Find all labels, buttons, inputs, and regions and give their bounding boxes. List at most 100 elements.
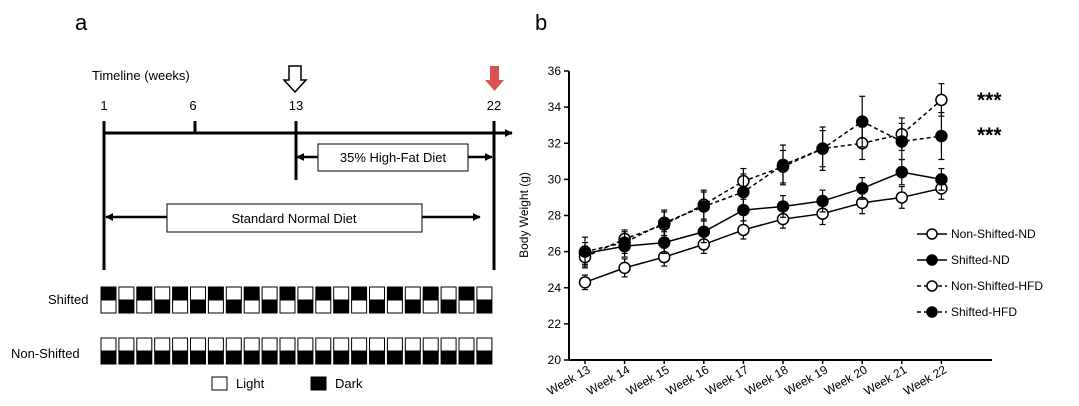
non-shifted-cell-dark	[279, 350, 296, 365]
shifted-cell-top	[154, 286, 171, 301]
non-shifted-cell-light	[333, 337, 350, 352]
non-shifted-cell-light	[404, 337, 421, 352]
y-tick-label: 26	[548, 245, 562, 259]
y-tick-label: 32	[548, 136, 562, 150]
y-tick-label: 34	[548, 100, 562, 114]
shifted-cell-top	[261, 286, 278, 301]
shifted-cell-bottom	[118, 299, 135, 314]
timeline-tick-13: 13	[289, 98, 303, 113]
non-shifted-cell-dark	[404, 350, 421, 365]
non-shifted-cell-dark	[136, 350, 153, 365]
non-shifted-cell-dark	[386, 350, 403, 365]
non-shifted-cell-light	[225, 337, 242, 352]
chart-legend: Non-Shifted-ND Shifted-ND Non-Shifted-HFD S…	[917, 227, 1043, 319]
shifted-cell-top	[225, 286, 242, 301]
x-tick-label: Week 13	[545, 362, 593, 398]
shifted-cell-top	[118, 286, 135, 301]
non-shifted-cell-dark	[476, 350, 493, 365]
dark-swatch	[310, 376, 327, 391]
data-point	[855, 182, 869, 195]
data-point	[578, 276, 592, 289]
y-tick-label: 24	[548, 281, 562, 295]
non-shifted-cell-light	[297, 337, 314, 352]
data-point	[816, 142, 829, 155]
shifted-cell-top	[297, 286, 314, 301]
non-shifted-cell-light	[207, 337, 224, 352]
non-shifted-cell-dark	[422, 350, 439, 365]
non-shifted-cell-dark	[369, 350, 385, 365]
shifted-cell-top	[369, 286, 385, 301]
shifted-cell-bottom	[154, 299, 171, 314]
shifted-cell-top	[440, 286, 457, 301]
panel-a-label: a	[75, 10, 88, 35]
non-shifted-cell-light	[369, 337, 385, 352]
shifted-cell-top	[190, 286, 206, 301]
y-axis-label: Body Weight (g)	[517, 172, 531, 258]
data-point	[895, 135, 909, 148]
non-shifted-cell-dark	[351, 350, 368, 365]
shifted-cell-top	[458, 286, 475, 301]
timeline-title: Timeline (weeks)	[92, 68, 190, 83]
significance-shifted-annotation: ***	[977, 124, 1002, 147]
shifted-cell-bottom	[279, 299, 296, 314]
legend-marker	[926, 228, 938, 240]
shifted-cell-bottom	[225, 299, 242, 314]
x-tick-label: Week 16	[663, 362, 711, 398]
non-shifted-cell-dark	[315, 350, 332, 365]
shifted-cell-top	[351, 286, 368, 301]
series-line	[584, 120, 942, 253]
panel-a: a Timeline (weeks) 1 6 13 22 35% High-Fa…	[11, 10, 513, 391]
timeline-tick-6: 6	[189, 98, 196, 113]
y-tick-label: 30	[548, 172, 562, 186]
y-tick-label: 36	[548, 64, 562, 78]
shifted-cell-top	[476, 286, 493, 301]
shifted-cell-bottom	[100, 299, 117, 314]
legend-label: Non-Shifted-HFD	[951, 279, 1043, 293]
shifted-cell-bottom	[458, 299, 475, 314]
data-point	[816, 194, 829, 208]
series-line	[584, 187, 942, 284]
shifted-light-dark-row	[100, 286, 493, 314]
shifted-cell-bottom	[440, 299, 457, 314]
non-shifted-cell-light	[315, 337, 332, 352]
non-shifted-cell-light	[100, 337, 117, 352]
data-point	[697, 225, 711, 239]
non-shifted-cell-light	[190, 337, 206, 352]
row-label-non-shifted: Non-Shifted	[11, 346, 80, 361]
shifted-cell-bottom	[404, 299, 421, 314]
hfd-label: 35% High-Fat Diet	[340, 150, 447, 165]
shifted-cell-bottom	[297, 299, 314, 314]
shifted-cell-bottom	[351, 299, 368, 314]
shifted-cell-bottom	[386, 299, 403, 314]
data-point	[578, 245, 592, 258]
shifted-cell-top	[136, 286, 153, 301]
dark-legend-label: Dark	[335, 376, 363, 391]
non-shifted-cell-dark	[207, 350, 224, 365]
shifted-cell-top	[315, 286, 332, 301]
series-line	[584, 171, 942, 255]
x-tick-label: Week 19	[782, 362, 830, 398]
legend-marker	[926, 280, 938, 292]
open-down-arrow-icon	[282, 65, 308, 94]
x-tick-label: Week 14	[584, 362, 632, 398]
timeline-tick-1: 1	[100, 98, 107, 113]
legend-label: Non-Shifted-ND	[951, 227, 1036, 241]
non-shifted-cell-light	[351, 337, 368, 352]
shifted-cell-bottom	[207, 299, 224, 314]
shifted-cell-bottom	[369, 299, 385, 314]
data-point	[657, 216, 671, 229]
x-tick-label: Week 17	[703, 362, 751, 398]
significance-hfd-annotation: ***	[977, 89, 1002, 112]
non-shifted-cell-light	[279, 337, 296, 352]
series-line	[584, 99, 942, 258]
series-non-shifted-nd	[578, 176, 948, 291]
data-point	[618, 261, 631, 275]
non-shifted-cell-dark	[458, 350, 475, 365]
non-shifted-light-dark-row	[100, 337, 493, 365]
shifted-cell-top	[279, 286, 296, 301]
non-shifted-cell-dark	[333, 350, 350, 365]
y-tick-label: 28	[548, 209, 562, 223]
hfd-label-box	[317, 143, 469, 172]
shifted-cell-top	[422, 286, 439, 301]
